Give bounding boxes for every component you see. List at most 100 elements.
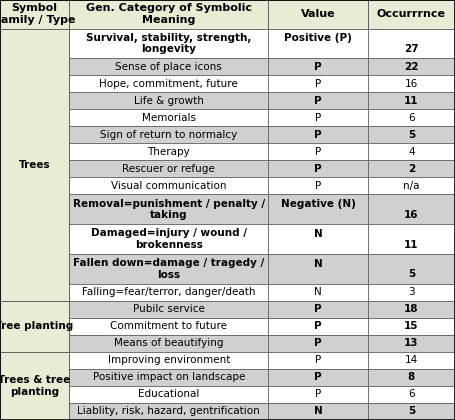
Text: P: P: [315, 355, 321, 365]
Bar: [268, 369, 368, 386]
Text: P: P: [314, 373, 322, 383]
Bar: [0, 352, 69, 420]
Text: Survival, stability, strength,
longevity: Survival, stability, strength, longevity: [86, 33, 252, 54]
Bar: [268, 335, 368, 352]
Bar: [69, 194, 268, 224]
Text: Sense of place icons: Sense of place icons: [116, 62, 222, 72]
Text: P: P: [314, 130, 322, 140]
Bar: [69, 58, 268, 75]
Bar: [268, 29, 368, 58]
Bar: [69, 301, 268, 318]
Text: Therapy: Therapy: [147, 147, 190, 157]
Bar: [268, 254, 368, 284]
Bar: [69, 386, 268, 403]
Bar: [69, 109, 268, 126]
Text: Trees & tree
planting: Trees & tree planting: [0, 375, 71, 397]
Bar: [69, 335, 268, 352]
Text: Falling=fear/terror, danger/death: Falling=fear/terror, danger/death: [82, 287, 256, 297]
Bar: [69, 29, 268, 58]
Bar: [268, 126, 368, 144]
Bar: [368, 109, 455, 126]
Text: 11: 11: [404, 96, 419, 106]
Bar: [368, 403, 455, 420]
Bar: [268, 160, 368, 178]
Bar: [69, 178, 268, 194]
Text: P: P: [314, 62, 322, 72]
Bar: [0, 0, 69, 29]
Bar: [368, 58, 455, 75]
Bar: [69, 92, 268, 109]
Bar: [368, 160, 455, 178]
Bar: [268, 284, 368, 301]
Bar: [268, 58, 368, 75]
Text: 18: 18: [404, 304, 419, 315]
Text: Visual communication: Visual communication: [111, 181, 227, 191]
Bar: [69, 160, 268, 178]
Text: Positive (P): Positive (P): [284, 33, 352, 43]
Text: Positive impact on landscape: Positive impact on landscape: [93, 373, 245, 383]
Text: Symbol
Family / Type: Symbol Family / Type: [0, 3, 76, 25]
Text: Rescuer or refuge: Rescuer or refuge: [122, 164, 215, 174]
Text: 11: 11: [404, 239, 419, 249]
Text: 27: 27: [404, 44, 419, 54]
Text: 5: 5: [408, 407, 415, 417]
Text: N: N: [313, 407, 323, 417]
Text: P: P: [315, 181, 321, 191]
Text: n/a: n/a: [403, 181, 420, 191]
Bar: [368, 318, 455, 335]
Text: Removal=punishment / penalty /
taking: Removal=punishment / penalty / taking: [73, 199, 265, 220]
Text: 4: 4: [408, 147, 415, 157]
Text: 16: 16: [404, 79, 418, 89]
Bar: [368, 284, 455, 301]
Bar: [368, 178, 455, 194]
Text: Educational: Educational: [138, 389, 199, 399]
Bar: [268, 224, 368, 254]
Text: Commitment to future: Commitment to future: [110, 321, 228, 331]
Bar: [268, 403, 368, 420]
Bar: [69, 144, 268, 160]
Bar: [368, 335, 455, 352]
Bar: [69, 352, 268, 369]
Text: P: P: [314, 321, 322, 331]
Bar: [368, 369, 455, 386]
Text: 14: 14: [404, 355, 418, 365]
Text: Trees: Trees: [19, 160, 51, 170]
Bar: [368, 29, 455, 58]
Bar: [0, 301, 69, 352]
Bar: [268, 318, 368, 335]
Text: N: N: [313, 259, 323, 269]
Bar: [268, 75, 368, 92]
Text: Negative (N): Negative (N): [281, 199, 355, 209]
Text: P: P: [315, 79, 321, 89]
Text: 6: 6: [408, 113, 415, 123]
Bar: [368, 144, 455, 160]
Bar: [69, 0, 268, 29]
Text: Tree planting: Tree planting: [0, 321, 74, 331]
Bar: [368, 75, 455, 92]
Bar: [69, 75, 268, 92]
Bar: [268, 352, 368, 369]
Bar: [69, 369, 268, 386]
Text: P: P: [314, 304, 322, 315]
Bar: [368, 0, 455, 29]
Text: P: P: [314, 96, 322, 106]
Bar: [69, 224, 268, 254]
Bar: [69, 126, 268, 144]
Text: Fallen down=damage / tragedy /
loss: Fallen down=damage / tragedy / loss: [73, 258, 264, 280]
Text: P: P: [315, 113, 321, 123]
Text: Gen. Category of Symbolic
Meaning: Gen. Category of Symbolic Meaning: [86, 3, 252, 25]
Bar: [268, 301, 368, 318]
Text: Hope, commitment, future: Hope, commitment, future: [100, 79, 238, 89]
Bar: [69, 254, 268, 284]
Bar: [268, 144, 368, 160]
Text: 3: 3: [408, 287, 415, 297]
Bar: [368, 301, 455, 318]
Text: Value: Value: [301, 9, 335, 19]
Text: N: N: [313, 229, 323, 239]
Bar: [368, 254, 455, 284]
Text: Damaged=injury / wound /
brokenness: Damaged=injury / wound / brokenness: [91, 228, 247, 250]
Bar: [0, 29, 69, 301]
Text: 13: 13: [404, 339, 419, 349]
Text: P: P: [315, 147, 321, 157]
Text: 6: 6: [408, 389, 415, 399]
